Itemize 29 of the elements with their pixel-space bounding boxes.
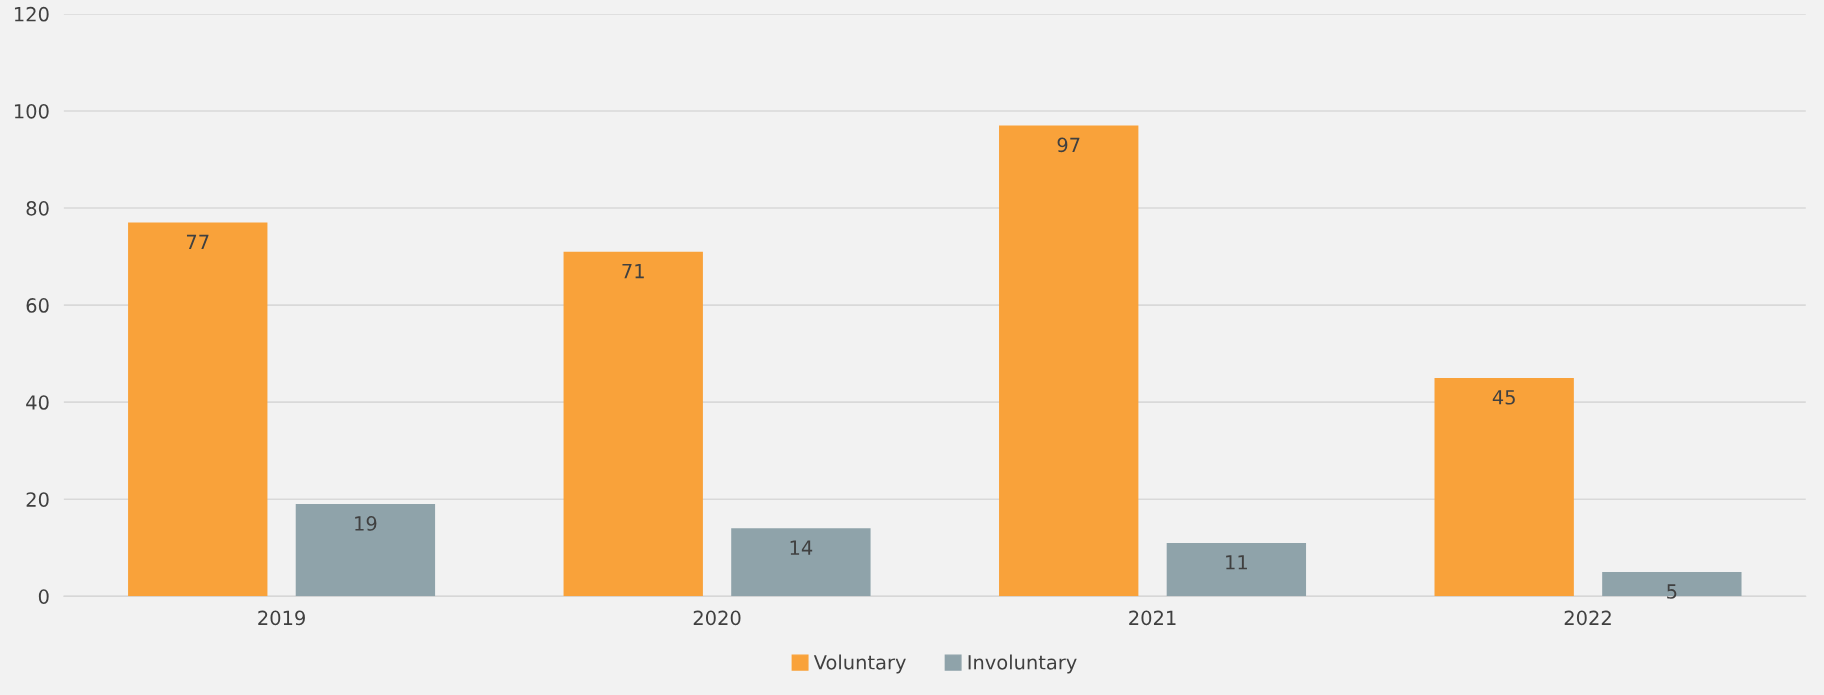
y-tick-label: 40 — [26, 395, 49, 410]
bar — [731, 528, 871, 597]
data-label: 71 — [622, 263, 644, 279]
data-label: 19 — [355, 516, 377, 531]
bar — [1166, 542, 1307, 597]
data-label: 11 — [1226, 555, 1247, 570]
data-label: 5 — [1667, 584, 1677, 599]
y-tick-label: 100 — [14, 103, 49, 119]
data-label: 45 — [1492, 390, 1515, 405]
bar — [1602, 572, 1742, 597]
data-label: 14 — [790, 540, 813, 555]
x-tick-label: 2022 — [1564, 610, 1611, 626]
bar — [128, 222, 268, 597]
y-tick-label: 20 — [26, 492, 49, 507]
legend-label: Voluntary — [813, 654, 906, 674]
bar — [295, 504, 436, 597]
y-tick-label: 60 — [26, 298, 49, 313]
x-tick-label: 2019 — [258, 610, 305, 626]
bar — [1434, 377, 1574, 597]
y-tick-label: 120 — [14, 6, 49, 22]
bar — [563, 251, 703, 597]
x-tick-label: 2020 — [693, 610, 741, 626]
data-label: 77 — [186, 234, 209, 250]
y-tick-label: 0 — [38, 589, 49, 604]
data-label: 97 — [1057, 137, 1080, 153]
x-tick-label: 2021 — [1129, 610, 1176, 626]
legend-label: Involuntary — [968, 654, 1077, 674]
bar — [999, 125, 1139, 597]
y-tick-label: 80 — [26, 200, 49, 216]
